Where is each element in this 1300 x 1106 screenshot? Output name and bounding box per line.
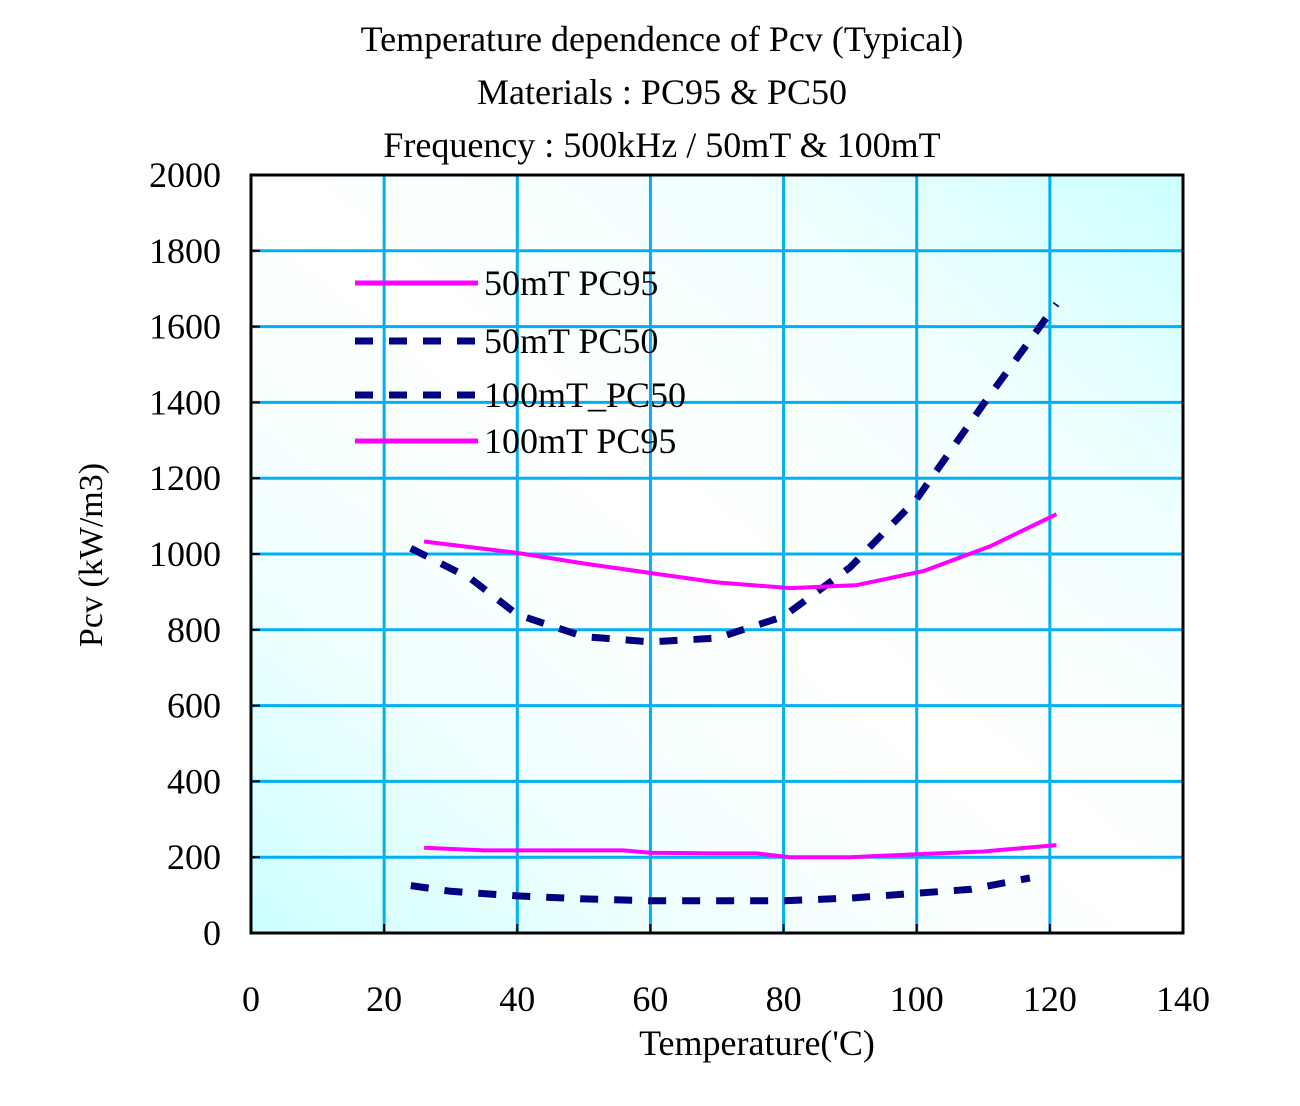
- x-tick-labels: 0 20 40 60 80 100 120 140: [242, 924, 1210, 1019]
- y-tick-label: 1000: [149, 534, 221, 574]
- y-tick-label: 1200: [149, 458, 221, 498]
- y-tick-label: 1600: [149, 307, 221, 347]
- legend-label: 50mT PC50: [484, 321, 658, 361]
- x-tick-label: 20: [366, 979, 402, 1019]
- x-tick-label: 40: [499, 979, 535, 1019]
- y-tick-labels: 0 200 400 600 800 1000 1200 1400 1600 1800 2000: [149, 155, 260, 953]
- x-axis-label: Temperature('C): [639, 1023, 875, 1063]
- chart-subtitle-materials: Materials : PC95 & PC50: [477, 72, 847, 112]
- y-tick-label: 0: [203, 913, 221, 953]
- chart-title-group: Temperature dependence of Pcv (Typical) …: [361, 19, 964, 165]
- x-tick-label: 80: [766, 979, 802, 1019]
- y-axis-label: Pcv (kW/m3): [73, 463, 110, 647]
- legend-label: 50mT PC95: [484, 263, 658, 303]
- x-tick-label: 60: [632, 979, 668, 1019]
- legend-label: 100mT PC95: [484, 421, 676, 461]
- y-tick-label: 600: [167, 686, 221, 726]
- x-tick-label: 120: [1023, 979, 1077, 1019]
- chart-title: Temperature dependence of Pcv (Typical): [361, 19, 964, 59]
- x-tick-label: 140: [1156, 979, 1210, 1019]
- y-tick-label: 200: [167, 837, 221, 877]
- y-tick-label: 1800: [149, 231, 221, 271]
- grid-lines: [251, 175, 1183, 933]
- legend-label: 100mT_PC50: [484, 375, 686, 415]
- x-tick-label: 0: [242, 979, 260, 1019]
- legend: 50mT PC95 50mT PC50 100mT_PC50 100mT PC95: [355, 263, 686, 461]
- y-tick-label: 1400: [149, 382, 221, 422]
- series-layer: [409, 301, 1060, 905]
- series-line-1: [424, 843, 1057, 860]
- y-tick-label: 2000: [149, 155, 221, 195]
- series-line-3: [409, 301, 1060, 646]
- y-tick-label: 400: [167, 761, 221, 801]
- y-tick-label: 800: [167, 610, 221, 650]
- series-line-4: [423, 512, 1058, 591]
- x-tick-label: 100: [890, 979, 944, 1019]
- chart-subtitle-frequency: Frequency : 500kHz / 50mT & 100mT: [383, 125, 940, 165]
- series-line-2: [410, 874, 1031, 905]
